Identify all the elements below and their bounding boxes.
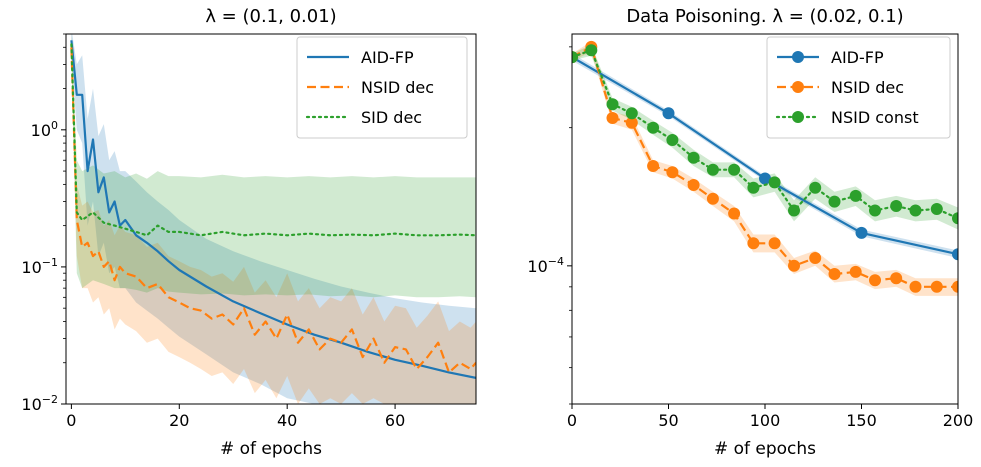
data-point-nsid-const	[849, 189, 862, 202]
x-axis-label: # of epochs	[714, 439, 816, 459]
data-point-nsid-const	[687, 151, 700, 164]
plot-area	[70, 34, 476, 404]
data-point-nsid-dec	[952, 280, 958, 293]
data-point-nsid-const	[728, 163, 741, 176]
y-tick-label: 10−2	[21, 393, 58, 414]
data-point-nsid-const	[909, 204, 922, 217]
data-point-nsid-const	[788, 204, 800, 217]
data-point-nsid-dec	[606, 112, 619, 124]
y-tick-label: 10−4	[527, 255, 564, 276]
data-point-nsid-const	[930, 203, 943, 215]
x-tick-label: 0	[66, 411, 76, 430]
x-tick-label: 100	[750, 411, 781, 430]
data-point-nsid-dec	[747, 237, 760, 250]
data-point-nsid-const	[869, 204, 881, 217]
y-tick-label: 100	[31, 119, 58, 140]
data-point-nsid-dec	[768, 237, 781, 250]
data-point-nsid-dec	[809, 252, 822, 264]
legend-label-nsid-const: NSID const	[831, 108, 919, 127]
data-point-nsid-dec	[706, 192, 719, 205]
axes-frame	[65, 33, 477, 405]
legend-marker-aid-fp	[792, 51, 804, 63]
data-point-nsid-dec	[849, 265, 862, 278]
legend-marker-nsid-dec	[792, 81, 804, 93]
data-point-nsid-dec	[890, 272, 903, 285]
data-point-nsid-dec	[687, 179, 700, 191]
data-point-nsid-const	[706, 163, 719, 176]
legend-box	[766, 36, 951, 139]
legend-label-aid-fp: AID-FP	[361, 48, 414, 67]
x-tick-label: 0	[567, 411, 577, 430]
data-point-nsid-dec	[728, 207, 741, 220]
data-point-nsid-dec	[788, 259, 800, 272]
data-point-nsid-const	[585, 44, 598, 57]
series-line-nsid-dec	[70, 47, 476, 374]
legend-box	[296, 36, 468, 139]
legend-label-nsid-dec: NSID dec	[831, 78, 904, 97]
band-nsid-dec	[572, 41, 958, 296]
data-point-nsid-const	[890, 200, 903, 212]
data-point-nsid-dec	[625, 116, 638, 129]
band-aid-fp	[71, 34, 476, 404]
data-point-nsid-const	[768, 176, 781, 189]
data-point-aid-fp	[759, 172, 771, 185]
data-point-nsid-const	[952, 212, 958, 225]
series-line-sid-dec	[70, 43, 476, 237]
x-tick-label: 50	[658, 411, 678, 430]
x-tick-label: 20	[169, 411, 189, 430]
legend: AID-FP NSID dec NSID const	[766, 36, 951, 139]
x-tick-label: 60	[385, 411, 405, 430]
series-line-aid-fp	[70, 40, 476, 379]
chart-title: λ = (0.1, 0.01)	[205, 6, 336, 27]
data-point-aid-fp	[662, 107, 675, 120]
x-tick-label: 40	[277, 411, 297, 430]
legend-marker-nsid-const	[792, 111, 804, 123]
data-point-nsid-const	[666, 134, 679, 146]
data-point-nsid-dec	[930, 280, 943, 293]
data-point-nsid-const	[625, 107, 638, 120]
x-axis-label: # of epochs	[220, 439, 322, 459]
data-point-aid-fp	[952, 248, 958, 261]
data-point-nsid-const	[606, 98, 619, 111]
chart-panel-1: 0 20 40 60 10−2 10−1 100 λ = (0.1, 0.01) # of ep…	[21, 6, 477, 459]
data-point-nsid-dec	[828, 268, 841, 280]
data-point-nsid-const	[828, 195, 841, 208]
y-tick-label: 10−1	[21, 256, 58, 277]
chart-title: Data Poisoning. λ = (0.02, 0.1)	[626, 6, 903, 27]
plot-area	[572, 40, 958, 296]
band-nsid-dec	[71, 34, 476, 404]
data-point-nsid-const	[747, 181, 760, 194]
legend-label-aid-fp: AID-FP	[831, 48, 884, 67]
data-point-nsid-const	[647, 121, 660, 134]
data-point-nsid-dec	[869, 274, 881, 287]
data-point-aid-fp	[855, 226, 868, 239]
data-point-nsid-const	[572, 51, 578, 64]
legend-label-nsid-dec: NSID dec	[361, 78, 434, 97]
data-point-nsid-dec	[666, 166, 679, 179]
chart-panel-2: 0 50 100 150 200 10−4 Data Poisoning. λ = (0.0…	[527, 6, 973, 459]
data-point-nsid-const	[809, 181, 822, 194]
x-tick-label: 200	[943, 411, 974, 430]
legend-label-sid-dec: SID dec	[361, 108, 422, 127]
data-point-nsid-dec	[909, 280, 922, 293]
legend: AID-FP NSID dec SID dec	[296, 36, 468, 139]
data-point-nsid-dec	[647, 160, 660, 172]
x-tick-label: 150	[846, 411, 877, 430]
